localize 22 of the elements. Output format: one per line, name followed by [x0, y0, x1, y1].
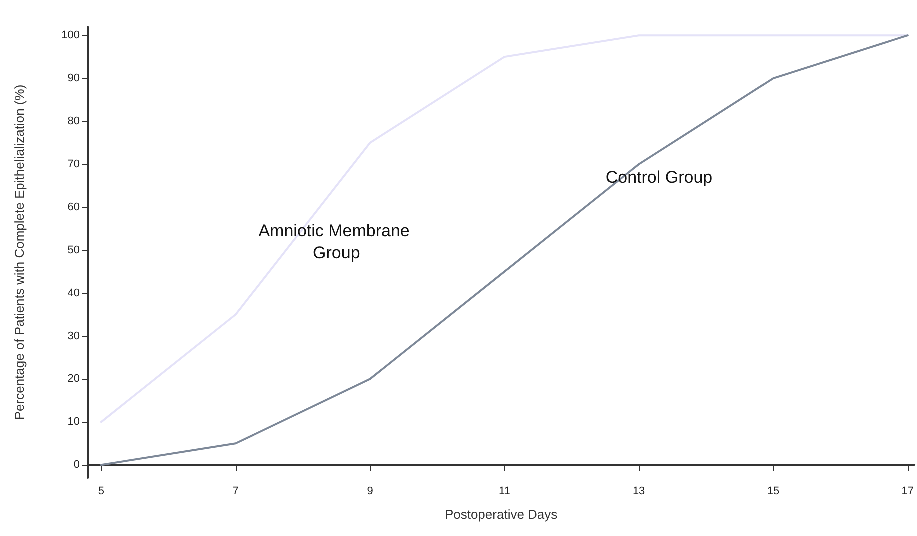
y-tick-label: 70: [68, 158, 80, 170]
x-tick-label: 9: [367, 486, 374, 498]
series-label: Control Group: [606, 168, 713, 187]
y-tick-label: 40: [68, 287, 80, 300]
y-tick-label: 0: [74, 459, 80, 472]
x-tick-label: 11: [498, 486, 510, 498]
y-tick-label: 100: [62, 30, 80, 42]
x-axis-title: Postoperative Days: [444, 507, 558, 522]
x-tick-label: 5: [98, 486, 105, 498]
x-tick-label: 15: [767, 486, 780, 498]
y-tick-label: 30: [68, 330, 80, 342]
y-tick-label: 60: [68, 201, 80, 214]
series-label: Amniotic Membrane Group: [258, 221, 415, 262]
x-tick-label: 13: [632, 486, 646, 498]
y-tick-label: 10: [68, 416, 80, 428]
y-tick-label: 20: [68, 373, 80, 386]
x-tick-label: 17: [902, 486, 914, 498]
y-axis-title: Percentage of Patients with Complete Epithelialization (%): [12, 84, 27, 420]
y-tick-label: 90: [68, 72, 80, 85]
y-tick-label: 80: [68, 115, 80, 128]
y-tick-label: 50: [68, 244, 80, 256]
x-tick-label: 7: [232, 486, 239, 498]
